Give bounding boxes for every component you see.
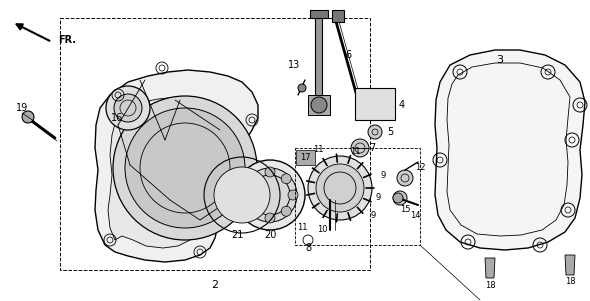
Circle shape xyxy=(368,125,382,139)
Circle shape xyxy=(249,206,259,216)
Circle shape xyxy=(281,206,291,216)
Text: 8: 8 xyxy=(305,243,311,253)
Text: 5: 5 xyxy=(387,127,393,137)
Text: 17: 17 xyxy=(300,153,310,162)
Circle shape xyxy=(113,96,257,240)
Text: 19: 19 xyxy=(16,103,28,113)
Circle shape xyxy=(235,160,305,230)
Text: 21: 21 xyxy=(231,230,243,240)
Circle shape xyxy=(298,84,306,92)
Circle shape xyxy=(308,156,372,220)
Text: 6: 6 xyxy=(345,50,351,60)
Polygon shape xyxy=(565,255,575,275)
Circle shape xyxy=(114,94,142,122)
Text: FR.: FR. xyxy=(58,35,76,45)
Text: 16: 16 xyxy=(111,113,123,123)
Circle shape xyxy=(316,164,364,212)
Text: 11: 11 xyxy=(297,224,307,232)
Text: 9: 9 xyxy=(371,210,376,219)
Circle shape xyxy=(242,190,252,200)
Text: 15: 15 xyxy=(400,206,410,215)
Text: 7: 7 xyxy=(369,143,375,153)
Polygon shape xyxy=(332,10,344,22)
Polygon shape xyxy=(95,70,258,262)
Polygon shape xyxy=(315,15,322,100)
Circle shape xyxy=(281,174,291,184)
Text: 3: 3 xyxy=(497,55,503,65)
Text: 13: 13 xyxy=(288,60,300,70)
Text: 20: 20 xyxy=(264,230,276,240)
Circle shape xyxy=(397,170,413,186)
Text: 14: 14 xyxy=(409,210,420,219)
Polygon shape xyxy=(485,258,495,278)
Polygon shape xyxy=(355,88,395,120)
Circle shape xyxy=(214,167,270,223)
Text: 10: 10 xyxy=(317,225,327,234)
Polygon shape xyxy=(108,97,226,248)
Text: 12: 12 xyxy=(415,163,425,172)
Circle shape xyxy=(265,167,275,177)
Circle shape xyxy=(393,191,407,205)
Circle shape xyxy=(351,139,369,157)
Circle shape xyxy=(265,213,275,223)
Polygon shape xyxy=(435,50,585,250)
Text: 9: 9 xyxy=(375,194,381,203)
Circle shape xyxy=(249,174,259,184)
Polygon shape xyxy=(296,150,315,165)
Circle shape xyxy=(243,168,297,222)
Text: 4: 4 xyxy=(399,100,405,110)
Circle shape xyxy=(106,86,150,130)
Circle shape xyxy=(22,111,34,123)
Text: 18: 18 xyxy=(485,281,496,290)
Circle shape xyxy=(393,193,403,203)
Polygon shape xyxy=(310,10,328,18)
Text: 9: 9 xyxy=(381,170,386,179)
Circle shape xyxy=(125,108,245,228)
Circle shape xyxy=(311,97,327,113)
Text: 11: 11 xyxy=(350,147,360,157)
Circle shape xyxy=(288,190,298,200)
Text: 11: 11 xyxy=(313,145,323,154)
Polygon shape xyxy=(308,95,330,115)
Text: 18: 18 xyxy=(565,278,575,287)
Text: 2: 2 xyxy=(211,280,218,290)
